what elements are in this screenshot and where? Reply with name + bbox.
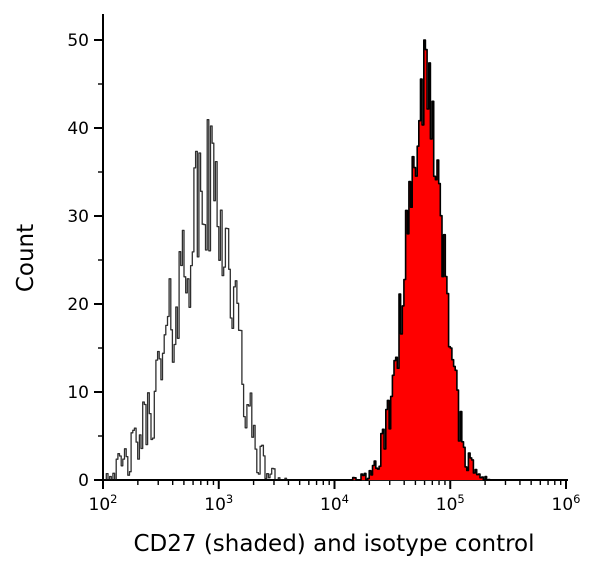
y-tick-label: 10 [67, 383, 89, 403]
y-tick-label: 40 [67, 119, 89, 139]
x-tick-label: 102 [89, 492, 118, 515]
x-tick-label: 104 [320, 492, 349, 515]
x-tick-label: 103 [204, 492, 233, 515]
series-cd27-fill [103, 40, 566, 480]
y-tick-label: 50 [67, 31, 89, 51]
series-isotype-control-outline [103, 119, 566, 481]
y-axis-title: Count [13, 223, 39, 293]
y-tick-label: 30 [67, 207, 89, 227]
x-tick-label: 106 [552, 492, 581, 515]
y-tick-label: 0 [78, 471, 89, 491]
y-tick-label: 20 [67, 295, 89, 315]
x-tick-label: 105 [436, 492, 465, 515]
series-cd27-outline [103, 39, 566, 481]
x-axis-title: CD27 (shaded) and isotype control [133, 531, 535, 557]
